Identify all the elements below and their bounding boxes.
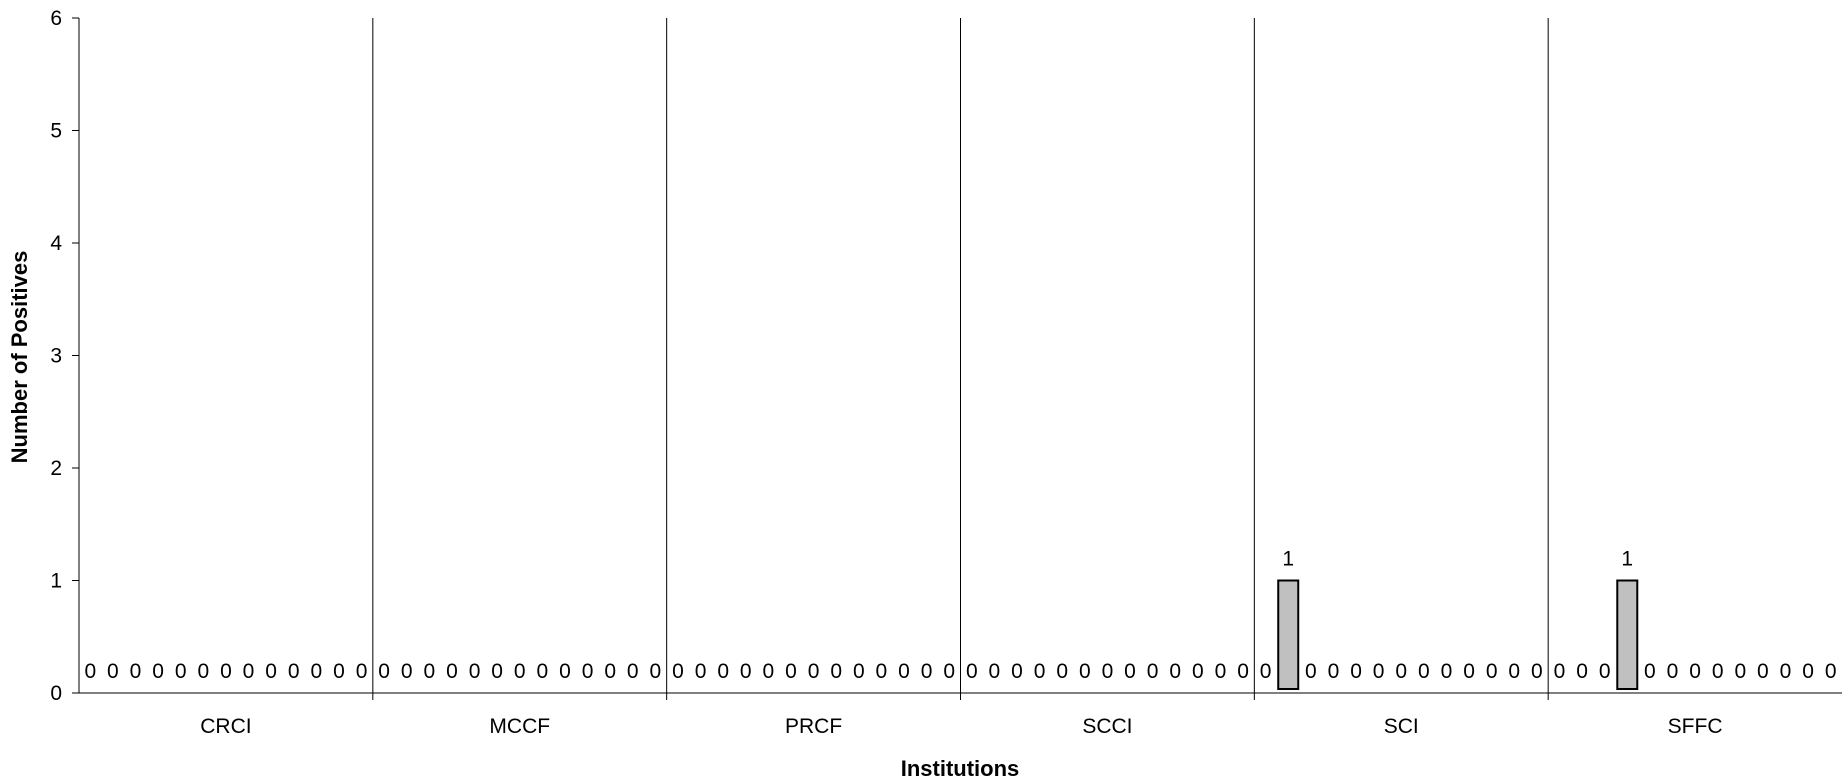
bar-data-label: 0 (152, 660, 164, 683)
bar-data-label: 0 (785, 660, 797, 683)
bar-data-label: 0 (1147, 660, 1159, 683)
bar-data-label: 0 (288, 660, 300, 683)
bar-data-label: 0 (1825, 660, 1837, 683)
y-tick-label: 1 (50, 570, 62, 593)
bar-data-label: 0 (1486, 660, 1498, 683)
bar-data-label: 0 (1554, 660, 1566, 683)
bar-data-label: 0 (1463, 660, 1475, 683)
bar-data-label: 0 (717, 660, 729, 683)
bar-data-label: 0 (378, 660, 390, 683)
y-tick-label: 6 (50, 7, 62, 30)
bar-data-label: 0 (220, 660, 232, 683)
bar-data-label: 0 (966, 660, 978, 683)
bar-data-label: 0 (1599, 660, 1611, 683)
bar-data-label: 0 (853, 660, 865, 683)
bar (1277, 579, 1300, 690)
bar-data-label: 0 (356, 660, 368, 683)
bar (1616, 579, 1639, 690)
bar-data-label: 0 (1350, 660, 1362, 683)
bar-data-label: 0 (1802, 660, 1814, 683)
bar-data-label: 0 (1576, 660, 1588, 683)
bar-data-label: 0 (672, 660, 684, 683)
y-tick-label: 4 (50, 232, 62, 255)
bar-data-label: 0 (650, 660, 662, 683)
bar-data-label: 0 (1689, 660, 1701, 683)
bar-data-label: 0 (1079, 660, 1091, 683)
bar-data-label: 0 (491, 660, 503, 683)
bar-data-label: 0 (84, 660, 96, 683)
bar-data-label: 0 (1215, 660, 1227, 683)
bar-data-label: 0 (830, 660, 842, 683)
bar-data-label: 0 (1418, 660, 1430, 683)
bar-data-label: 0 (265, 660, 277, 683)
bar-data-label: 0 (1056, 660, 1068, 683)
bar-data-label: 0 (1034, 660, 1046, 683)
bar-data-label: 0 (989, 660, 1001, 683)
x-axis-title: Institutions (901, 756, 1020, 781)
bar-data-label: 0 (1011, 660, 1023, 683)
bar-data-label: 0 (423, 660, 435, 683)
bar-data-label: 0 (559, 660, 571, 683)
bar-data-label: 0 (1328, 660, 1340, 683)
bar-data-label: 0 (1192, 660, 1204, 683)
x-category-label: CRCI (200, 715, 251, 738)
bar-data-label: 0 (808, 660, 820, 683)
bar-data-label: 1 (1282, 548, 1294, 571)
y-tick-label: 0 (50, 682, 62, 705)
bar-data-label: 0 (898, 660, 910, 683)
y-tick-label: 3 (50, 345, 62, 368)
bar-data-label: 0 (1757, 660, 1769, 683)
bar-data-label: 0 (1169, 660, 1181, 683)
bar-data-label: 0 (1712, 660, 1724, 683)
y-tick-label: 5 (50, 120, 62, 143)
bar-data-label: 0 (1780, 660, 1792, 683)
bar-data-label: 0 (1644, 660, 1656, 683)
bar-data-label: 0 (582, 660, 594, 683)
x-category-label: PRCF (785, 715, 842, 738)
bar-data-label: 0 (333, 660, 345, 683)
bar-data-label: 0 (876, 660, 888, 683)
bar-data-label: 0 (130, 660, 142, 683)
bar-data-label: 0 (921, 660, 933, 683)
bar-data-label: 0 (1531, 660, 1543, 683)
bar-data-label: 0 (740, 660, 752, 683)
y-axis: 0 1 2 3 4 5 6 (50, 7, 80, 705)
bar-data-label: 0 (401, 660, 413, 683)
bar-data-label: 0 (175, 660, 187, 683)
bar-data-label: 0 (943, 660, 955, 683)
bar-data-label: 0 (1667, 660, 1679, 683)
bar-data-label: 0 (763, 660, 775, 683)
x-category-label: SFFC (1668, 715, 1723, 738)
bar-data-label: 0 (243, 660, 255, 683)
y-axis-title: Number of Positives (7, 251, 32, 464)
y-tick-label: 2 (50, 457, 62, 480)
bar-data-label: 0 (627, 660, 639, 683)
bar-data-label: 0 (695, 660, 707, 683)
bar-data-label: 0 (310, 660, 322, 683)
bar-data-label: 0 (197, 660, 209, 683)
bar-data-label: 0 (1441, 660, 1453, 683)
bar-data-label: 0 (1373, 660, 1385, 683)
bar-data-label: 0 (1734, 660, 1746, 683)
bar-data-label: 0 (107, 660, 119, 683)
bar-data-label: 0 (469, 660, 481, 683)
bar-data-label: 0 (1124, 660, 1136, 683)
x-category-label: MCCF (489, 715, 550, 738)
bar-data-label: 0 (537, 660, 549, 683)
bar-data-label: 0 (446, 660, 458, 683)
bar-data-label: 0 (1102, 660, 1114, 683)
bar-data-label: 0 (604, 660, 616, 683)
bar-data-label: 0 (514, 660, 526, 683)
bar-data-label: 1 (1621, 548, 1633, 571)
bar-data-label: 0 (1395, 660, 1407, 683)
x-category-label: SCI (1384, 715, 1419, 738)
bar-data-label: 0 (1237, 660, 1249, 683)
x-category-label: SCCI (1082, 715, 1132, 738)
bar-data-label: 0 (1260, 660, 1272, 683)
bar-data-label: 0 (1508, 660, 1520, 683)
bar-data-label: 0 (1305, 660, 1317, 683)
